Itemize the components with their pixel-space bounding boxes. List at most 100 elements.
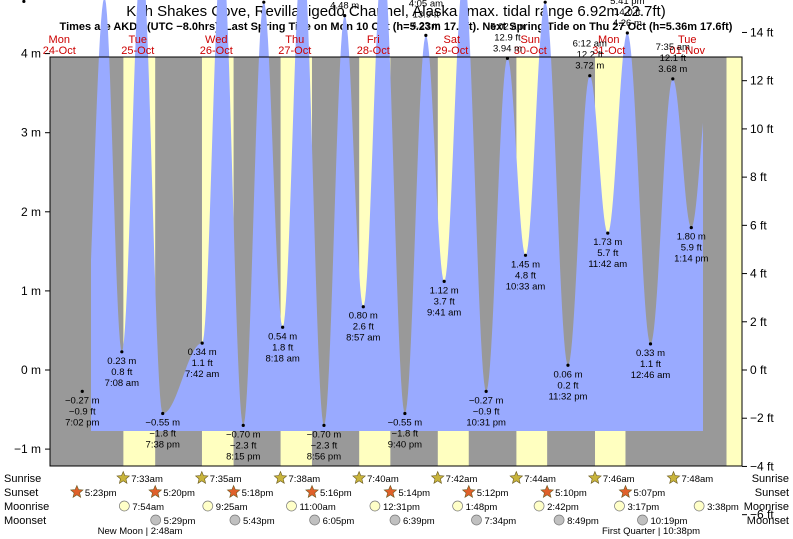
moonset-time: 5:43pm bbox=[243, 516, 275, 527]
day-date: 31-Oct bbox=[592, 45, 625, 57]
sunset-time: 5:20pm bbox=[163, 488, 195, 499]
tide-time: 11:42 am bbox=[588, 259, 627, 270]
sunrise-icon bbox=[273, 470, 288, 484]
tide-time: 10:33 am bbox=[506, 281, 546, 292]
moonrise-icon bbox=[693, 500, 705, 512]
sunrise-time: 7:48am bbox=[682, 474, 714, 485]
tide-m: 0.06 m bbox=[553, 369, 582, 380]
moonrise-time: 7:54am bbox=[132, 502, 164, 513]
tide-m: −0.27 m bbox=[469, 395, 504, 406]
moonrise-time: 1:48pm bbox=[466, 502, 498, 513]
moonrise-icon bbox=[614, 500, 625, 512]
sunrise-time: 7:40am bbox=[367, 474, 399, 485]
tide-point bbox=[120, 350, 124, 354]
sunrise-time: 7:38am bbox=[288, 474, 320, 485]
tide-ft: −2.3 ft bbox=[230, 440, 257, 451]
chart-subtitle: Times are AKDT (UTC −8.0hrs). Last Sprin… bbox=[60, 21, 733, 33]
tide-ft: 5.9 ft bbox=[681, 243, 702, 254]
sunrise-icon bbox=[194, 470, 209, 484]
tide-m: −0.70 m bbox=[226, 429, 261, 440]
sunrise-time: 7:35am bbox=[210, 474, 242, 485]
tide-m: 4.26 m bbox=[613, 18, 642, 29]
astro-rows: Sunrise Sunrise 7:33am 7:35am 7:38am 7:40am 7:… bbox=[4, 470, 789, 537]
sunset-time: 5:23pm bbox=[85, 488, 117, 499]
day-date: 27-Oct bbox=[278, 45, 311, 57]
right-tick-label: 2 ft bbox=[750, 315, 767, 329]
left-tick-label: 0 m bbox=[21, 363, 41, 377]
right-tick-label: 6 ft bbox=[750, 218, 767, 232]
left-tick-label: 3 m bbox=[21, 126, 41, 140]
tide-point bbox=[200, 341, 204, 345]
tide-time: 8:56 pm bbox=[307, 451, 341, 462]
sunrise-time: 7:46am bbox=[603, 474, 635, 485]
plot-frame bbox=[49, 56, 743, 467]
tide-ft: −1.8 ft bbox=[392, 429, 419, 440]
sunset-icon bbox=[383, 484, 398, 498]
tide-m: 0.34 m bbox=[188, 347, 217, 358]
right-axis-ft: −6 ft −4 ft −2 ft 0 ft 2 ft 4 ft 6 ft 8 ft 10 ft… bbox=[742, 25, 774, 522]
tide-time: 8:57 am bbox=[346, 333, 380, 344]
tide-m: 1.45 m bbox=[511, 259, 540, 270]
sunrise-icon bbox=[116, 470, 131, 484]
moonset-time: 8:49pm bbox=[567, 516, 599, 527]
tide-point bbox=[648, 342, 653, 346]
moonset-time: 7:34pm bbox=[484, 516, 516, 527]
tide-ft: 3.7 ft bbox=[434, 296, 455, 307]
tide-time: 7:35 am bbox=[656, 42, 690, 53]
sunset-time: 5:07pm bbox=[633, 488, 665, 499]
tide-point bbox=[322, 423, 326, 427]
sunrise-icon bbox=[430, 470, 445, 484]
moonrise-time: 3:38pm bbox=[707, 502, 739, 513]
left-tick-label: 4 m bbox=[21, 47, 41, 61]
left-tick-label: −1 m bbox=[14, 442, 41, 456]
tide-point bbox=[241, 423, 245, 427]
tide-ft: 12.1 ft bbox=[660, 53, 687, 64]
moonset-row-label: Moonset bbox=[4, 515, 46, 527]
tide-m: 4.23 m bbox=[411, 20, 440, 31]
sunrise-time: 7:33am bbox=[131, 474, 163, 485]
tide-point bbox=[566, 363, 570, 367]
moonset-icon bbox=[309, 514, 320, 526]
tide-point bbox=[689, 226, 693, 230]
right-tick-label: −4 ft bbox=[750, 459, 774, 473]
sunset-row-label: Sunset bbox=[4, 487, 38, 499]
tide-curve bbox=[91, 0, 703, 431]
tide-ft: 5.7 ft bbox=[597, 248, 618, 259]
day-name: Tue bbox=[128, 34, 147, 46]
moonset-icon bbox=[389, 514, 401, 526]
tide-time: 7:02 pm bbox=[65, 417, 99, 428]
tide-point bbox=[484, 389, 488, 393]
moon-phase-label: New Moon | 2:48am bbox=[98, 526, 183, 537]
moonrise-icon bbox=[286, 500, 297, 512]
sunrise-icon bbox=[352, 470, 367, 484]
tide-m: 1.73 m bbox=[593, 237, 622, 248]
tide-m: 3.68 m bbox=[658, 64, 687, 75]
tide-time: 11:32 pm bbox=[549, 391, 588, 402]
tide-time: 9:40 pm bbox=[388, 440, 422, 451]
tide-time: 6:12 am bbox=[573, 39, 607, 50]
tide-m: 1.80 m bbox=[677, 232, 706, 243]
moonset-time: 6:05pm bbox=[323, 516, 355, 527]
sunset-icon bbox=[226, 484, 241, 498]
tide-ft: −0.9 ft bbox=[69, 406, 96, 417]
day-date: 26-Oct bbox=[200, 45, 233, 57]
tide-point bbox=[523, 253, 528, 257]
tide-m: 1.12 m bbox=[430, 285, 459, 296]
tide-labels: 1:11 am15.3 ft4.66 m−0.27 m−0.9 ft7:02 p… bbox=[22, 0, 709, 462]
day-name: Sun bbox=[520, 34, 540, 46]
sunset-icon bbox=[148, 484, 163, 498]
moonset-time: 6:39pm bbox=[403, 516, 435, 527]
tide-time: 5:02 am bbox=[490, 21, 524, 32]
moonset-time: 10:19pm bbox=[650, 516, 687, 527]
left-axis-m: −1 m0 m1 m2 m3 m4 m5 m6 m bbox=[14, 47, 50, 456]
sunset-time: 5:18pm bbox=[242, 488, 274, 499]
sunset-row-label-right: Sunset bbox=[755, 487, 789, 499]
right-tick-label: 10 ft bbox=[750, 122, 774, 136]
tide-m: 0.33 m bbox=[636, 348, 665, 359]
tide-point bbox=[343, 14, 347, 18]
moonrise-time: 3:17pm bbox=[627, 502, 659, 513]
tide-time: 7:38 pm bbox=[146, 440, 180, 451]
tide-point bbox=[671, 77, 675, 81]
sunset-time: 5:12pm bbox=[477, 488, 509, 499]
